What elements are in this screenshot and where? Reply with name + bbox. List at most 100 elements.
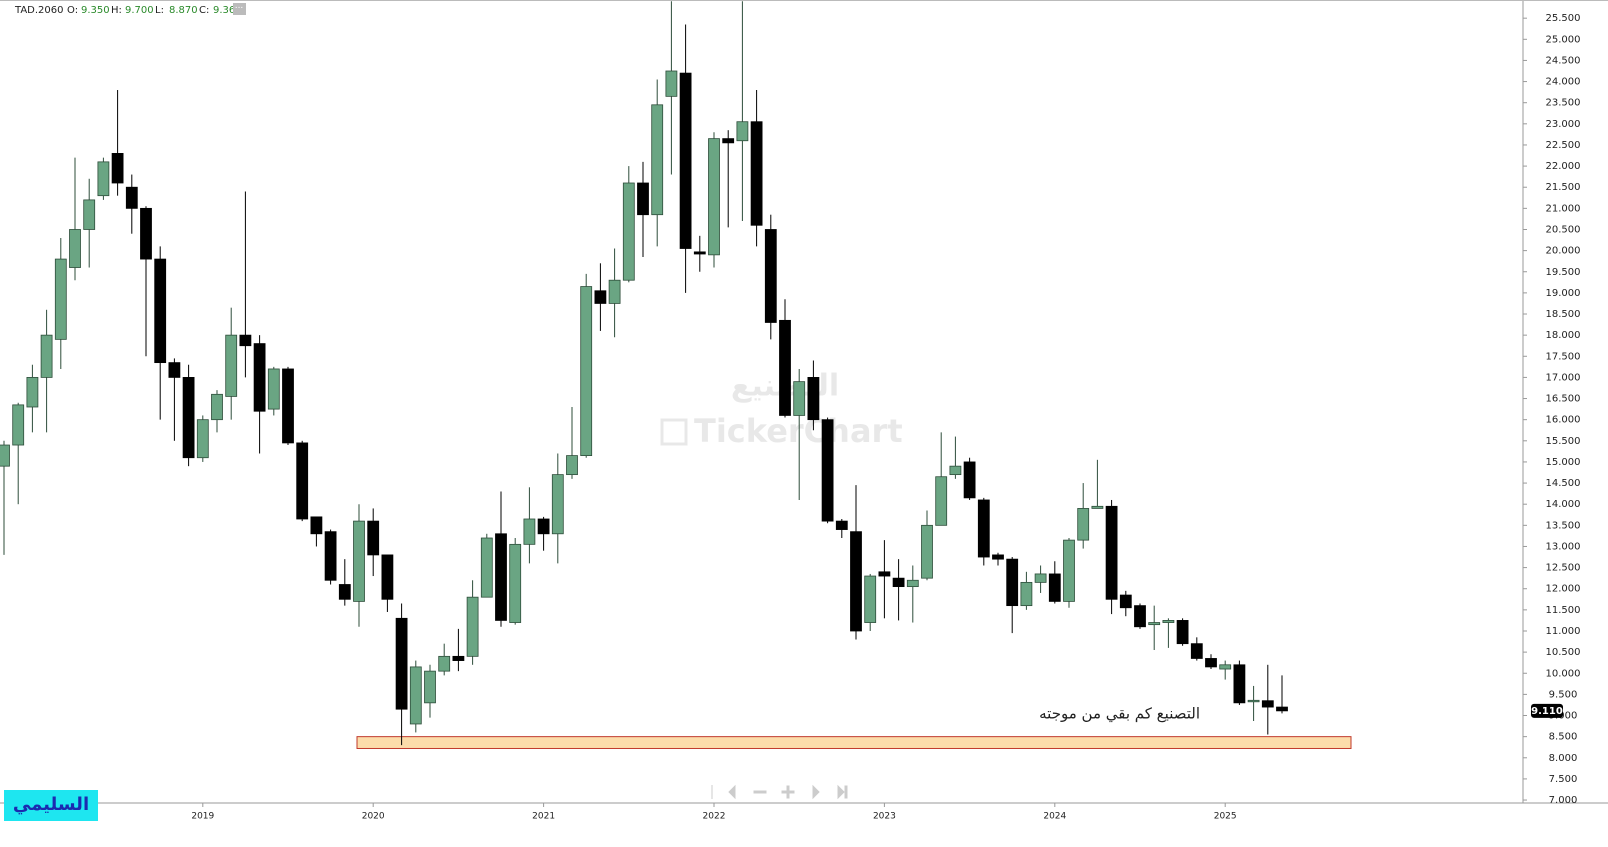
candle-body bbox=[622, 182, 635, 281]
candle-body bbox=[793, 381, 806, 416]
y-tick-label: 21.000 bbox=[1546, 203, 1581, 214]
nav-zoom-out[interactable] bbox=[753, 790, 767, 794]
y-tick-label: 20.000 bbox=[1546, 246, 1581, 257]
y-tick-label: 21.500 bbox=[1546, 182, 1581, 193]
candle-body bbox=[949, 465, 962, 476]
y-tick-label: 24.500 bbox=[1546, 55, 1581, 66]
y-tick-label: 25.000 bbox=[1546, 34, 1581, 45]
candle-body bbox=[594, 290, 607, 304]
header-value: 9.700 bbox=[125, 5, 154, 16]
x-tick-label: 2019 bbox=[191, 812, 214, 822]
y-tick-label: 7.000 bbox=[1549, 795, 1578, 806]
candle-body bbox=[1190, 643, 1203, 659]
y-tick-label: 12.500 bbox=[1546, 563, 1581, 574]
menu-button[interactable] bbox=[233, 3, 246, 15]
y-tick-label: 7.500 bbox=[1549, 774, 1578, 785]
x-tick-label: 2020 bbox=[362, 812, 385, 822]
y-tick-label: 25.500 bbox=[1546, 13, 1581, 24]
y-tick-label: 11.000 bbox=[1546, 626, 1581, 637]
candle-body bbox=[1020, 581, 1033, 607]
candle-body bbox=[1261, 700, 1274, 708]
candle-body bbox=[97, 161, 110, 197]
candle-body bbox=[239, 334, 252, 347]
y-tick-label: 10.000 bbox=[1546, 668, 1581, 679]
watermark-icon bbox=[660, 418, 688, 446]
y-tick-label: 13.500 bbox=[1546, 520, 1581, 531]
y-tick-label: 20.500 bbox=[1546, 224, 1581, 235]
last-price-box bbox=[1531, 703, 1563, 718]
candle-body bbox=[1205, 658, 1217, 668]
candle-body bbox=[182, 377, 195, 459]
candle-body bbox=[1048, 573, 1061, 602]
candle-body bbox=[1247, 699, 1260, 703]
candle-body bbox=[409, 666, 422, 725]
candle-body bbox=[83, 199, 96, 230]
nav-back[interactable] bbox=[728, 784, 736, 800]
candle-body bbox=[1176, 620, 1189, 645]
candle-body bbox=[1162, 620, 1175, 623]
candle-body bbox=[12, 404, 25, 446]
candle-body bbox=[480, 537, 493, 598]
candle-body bbox=[282, 368, 294, 444]
candle-body bbox=[580, 286, 593, 456]
y-tick-label: 23.000 bbox=[1546, 119, 1581, 130]
candle-body bbox=[679, 72, 692, 249]
candle-body bbox=[750, 121, 763, 226]
nav-end[interactable] bbox=[837, 784, 848, 800]
candle-body bbox=[878, 571, 891, 577]
candle-body bbox=[651, 104, 664, 216]
candle-body bbox=[807, 377, 820, 421]
candle-body bbox=[26, 377, 39, 408]
last-price-label: 9.110 bbox=[1531, 706, 1563, 717]
candle-body bbox=[395, 617, 408, 710]
candle-body bbox=[253, 343, 266, 412]
candle-body bbox=[921, 524, 933, 579]
header-key: O: bbox=[67, 5, 78, 16]
y-tick-label: 9.000 bbox=[1549, 711, 1578, 722]
candle-body bbox=[296, 442, 309, 520]
header-value: 9.350 bbox=[81, 5, 110, 16]
candle-body bbox=[906, 579, 919, 588]
candle-body bbox=[1276, 706, 1288, 712]
candle-body bbox=[338, 584, 351, 600]
candle-body bbox=[438, 655, 451, 672]
candle-body bbox=[779, 319, 791, 416]
y-tick-label: 14.500 bbox=[1546, 478, 1581, 489]
candle-body bbox=[537, 518, 550, 535]
candle-body bbox=[367, 520, 380, 556]
header-key: C: bbox=[199, 5, 209, 16]
candle-body bbox=[125, 186, 138, 209]
nav-zoom-in[interactable] bbox=[781, 785, 795, 799]
x-tick-label: 2023 bbox=[873, 812, 896, 822]
candle-body bbox=[1219, 664, 1232, 670]
candle-body bbox=[40, 334, 53, 378]
candle-body bbox=[608, 279, 621, 304]
candle-body bbox=[324, 531, 337, 581]
y-tick-label: 16.500 bbox=[1546, 394, 1581, 405]
candle-body bbox=[977, 499, 990, 558]
candle-body bbox=[1105, 505, 1118, 600]
candle-body bbox=[1077, 508, 1090, 541]
candle-body bbox=[310, 516, 323, 535]
y-tick-label: 17.500 bbox=[1546, 351, 1581, 362]
y-tick-label: 8.500 bbox=[1549, 732, 1578, 743]
menu-dots[interactable]: ··· bbox=[235, 4, 244, 14]
candle-body bbox=[1063, 539, 1075, 602]
candle-body bbox=[424, 670, 436, 704]
candle-body bbox=[764, 229, 777, 323]
nav-forward[interactable] bbox=[812, 784, 820, 800]
y-tick-label: 22.500 bbox=[1546, 140, 1581, 151]
candle-body bbox=[835, 520, 848, 530]
candle-body bbox=[935, 476, 948, 526]
candle-body bbox=[211, 393, 223, 421]
candle-body bbox=[267, 368, 280, 410]
candle-body bbox=[1034, 573, 1047, 583]
candle-body bbox=[168, 362, 181, 378]
header-value: 8.870 bbox=[169, 5, 198, 16]
symbol: TAD.2060 bbox=[14, 5, 64, 16]
x-tick-label: 2025 bbox=[1214, 812, 1237, 822]
y-tick-label: 15.500 bbox=[1546, 436, 1581, 447]
candle-body bbox=[69, 229, 81, 268]
header-value: 9.360 bbox=[213, 5, 242, 16]
